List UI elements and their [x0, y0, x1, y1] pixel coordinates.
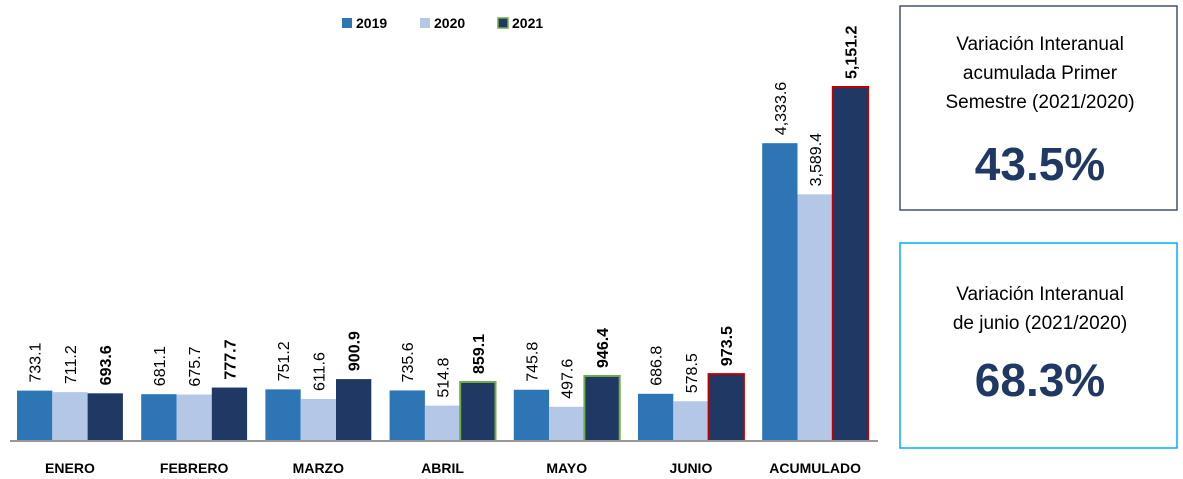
info-text: Variación Interanual — [956, 34, 1124, 55]
bar — [424, 405, 461, 441]
legend-label: 2021 — [512, 15, 543, 31]
value-label: 611.6 — [311, 352, 328, 391]
bar — [87, 393, 123, 441]
bar — [211, 387, 248, 441]
value-label: 735.6 — [400, 342, 417, 382]
x-tick-label: MAYO — [546, 460, 587, 476]
bar — [265, 389, 301, 441]
value-label: 711.2 — [63, 345, 80, 384]
value-label: 900.9 — [347, 331, 364, 371]
bar — [638, 393, 674, 441]
bar — [797, 194, 833, 441]
bar — [141, 394, 177, 441]
bar — [549, 406, 585, 441]
value-label: 859.1 — [471, 334, 488, 374]
legend-label: 2019 — [356, 15, 387, 31]
bar — [831, 86, 870, 442]
bar — [300, 398, 336, 441]
value-label: 4,333.6 — [773, 82, 790, 135]
value-label: 5,151.2 — [843, 26, 860, 79]
value-label: 675.7 — [187, 346, 204, 386]
x-tick-label: MARZO — [293, 460, 344, 476]
info-text: Semestre (2021/2020) — [945, 92, 1134, 113]
bar — [389, 390, 425, 441]
value-label: 733.1 — [28, 342, 45, 382]
x-tick-label: ENERO — [45, 460, 95, 476]
x-tick-label: JUNIO — [670, 460, 713, 476]
bar — [513, 389, 550, 441]
info-value: 68.3% — [975, 354, 1105, 406]
legend-swatch — [497, 17, 509, 29]
bar — [707, 373, 745, 442]
info-text: de junio (2021/2020) — [953, 313, 1127, 334]
info-text: acumulada Primer — [963, 63, 1118, 84]
bar — [583, 374, 621, 442]
info-box — [899, 5, 1178, 211]
value-label: 578.5 — [684, 353, 701, 393]
value-label: 686.8 — [649, 346, 666, 386]
value-label: 777.7 — [222, 339, 239, 379]
value-label: 745.8 — [524, 342, 541, 382]
info-value: 43.5% — [975, 138, 1105, 190]
value-label: 946.4 — [595, 328, 612, 368]
x-tick-label: ABRIL — [421, 460, 464, 476]
bar — [17, 390, 53, 441]
bar — [673, 401, 709, 441]
legend-swatch — [420, 18, 430, 28]
value-label: 497.6 — [560, 359, 577, 399]
bar — [762, 143, 798, 441]
x-tick-label: FEBRERO — [160, 460, 229, 476]
value-label: 681.1 — [152, 346, 169, 386]
value-label: 693.6 — [98, 345, 115, 385]
value-label: 514.8 — [436, 357, 453, 397]
value-label: 973.5 — [719, 326, 736, 366]
bar — [176, 394, 212, 441]
bar — [459, 380, 497, 442]
legend-swatch — [342, 18, 352, 28]
legend-label: 2020 — [434, 15, 465, 31]
x-tick-label: ACUMULADO — [769, 460, 861, 476]
bar — [336, 379, 372, 441]
bar — [52, 392, 88, 441]
info-box — [899, 242, 1178, 449]
info-text: Variación Interanual — [956, 284, 1124, 305]
value-label: 751.2 — [276, 341, 293, 381]
value-label: 3,589.4 — [808, 133, 825, 186]
